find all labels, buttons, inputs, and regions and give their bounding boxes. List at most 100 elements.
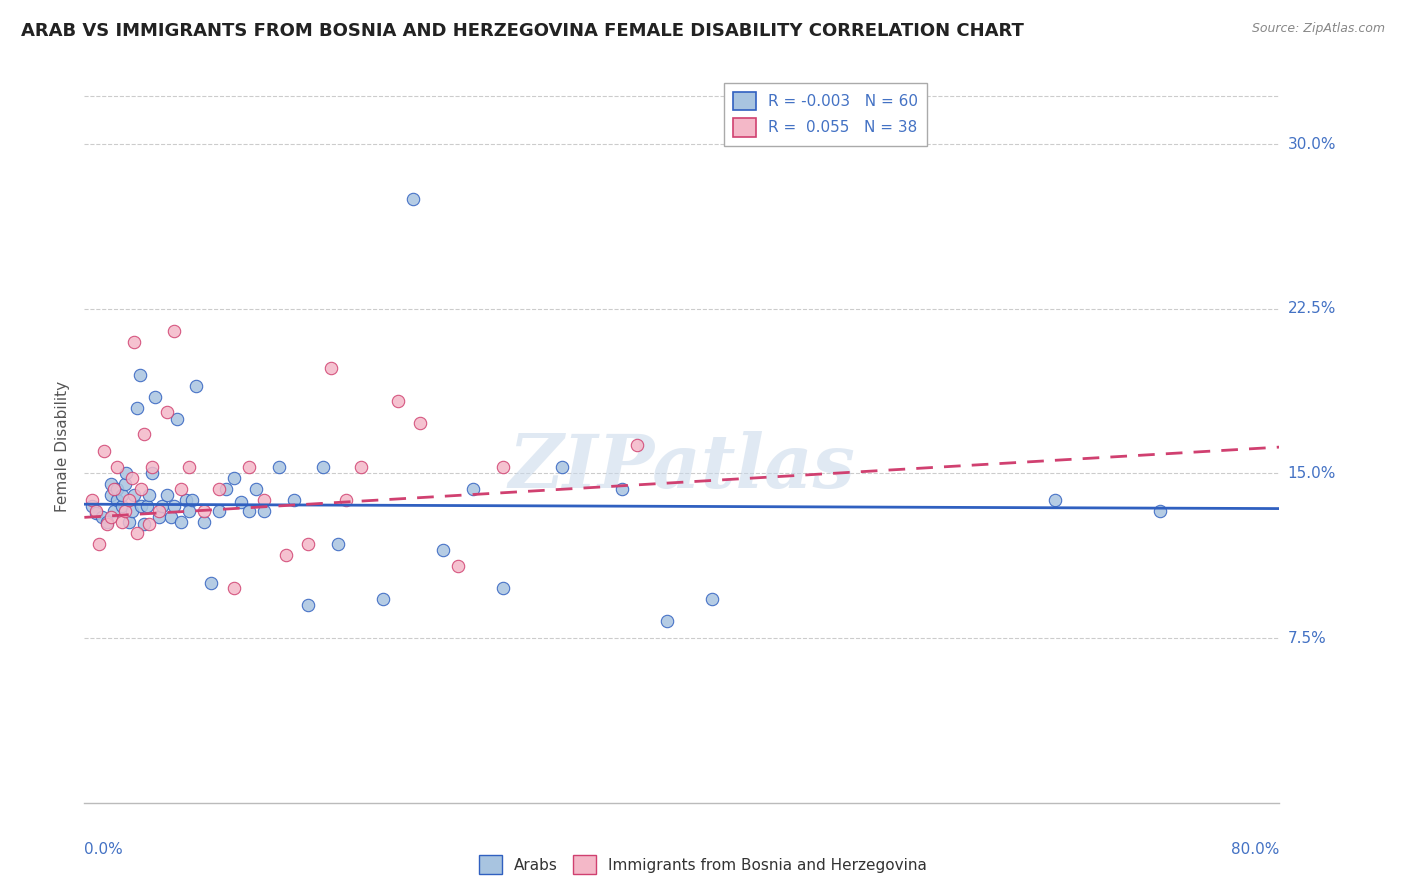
Point [350, 459, 373, 474]
Point [492, 581, 515, 595]
Point [89, 537, 111, 551]
Point [177, 459, 200, 474]
Point [143, 390, 166, 404]
Point [267, 459, 290, 474]
Point [114, 477, 136, 491]
Point [121, 471, 143, 485]
Point [160, 510, 183, 524]
Point [122, 488, 145, 502]
Point [274, 548, 297, 562]
Text: ZIPatlas: ZIPatlas [509, 431, 855, 504]
Point [222, 581, 245, 595]
Point [103, 504, 125, 518]
Point [215, 482, 238, 496]
Point [200, 576, 222, 591]
Point [132, 516, 156, 531]
Point [91, 510, 114, 524]
Point [80, 492, 103, 507]
Point [105, 492, 128, 507]
Point [612, 482, 634, 496]
Point [105, 482, 128, 496]
Point [122, 334, 145, 349]
Point [402, 192, 425, 206]
Point [136, 500, 159, 514]
Point [193, 504, 215, 518]
Text: Source: ZipAtlas.com: Source: ZipAtlas.com [1251, 22, 1385, 36]
Point [111, 515, 134, 529]
Point [245, 482, 267, 496]
Point [118, 492, 141, 507]
Point [174, 492, 197, 507]
Point [103, 482, 125, 496]
Point [238, 459, 260, 474]
Point [409, 416, 432, 430]
Point [283, 492, 305, 507]
Point [297, 537, 319, 551]
Point [155, 405, 177, 419]
Point [80, 500, 103, 514]
Point [96, 515, 118, 529]
Text: 7.5%: 7.5% [1288, 631, 1326, 646]
Point [132, 426, 156, 441]
Point [177, 504, 200, 518]
Point [253, 504, 276, 518]
Text: 22.5%: 22.5% [1288, 301, 1336, 317]
Point [335, 492, 357, 507]
Point [96, 516, 118, 531]
Point [170, 515, 193, 529]
Point [86, 504, 108, 518]
Point [129, 500, 152, 514]
Point [128, 368, 150, 382]
Point [181, 492, 204, 507]
Point [121, 504, 143, 518]
Text: 15.0%: 15.0% [1288, 466, 1336, 481]
Point [193, 515, 215, 529]
Point [222, 471, 245, 485]
Point [141, 467, 163, 481]
Point [148, 504, 170, 518]
Point [461, 482, 484, 496]
Text: ARAB VS IMMIGRANTS FROM BOSNIA AND HERZEGOVINA FEMALE DISABILITY CORRELATION CHA: ARAB VS IMMIGRANTS FROM BOSNIA AND HERZE… [21, 22, 1024, 40]
Point [125, 401, 148, 415]
Point [118, 515, 141, 529]
Point [432, 543, 454, 558]
Point [93, 444, 115, 458]
Point [312, 459, 335, 474]
Point [111, 488, 134, 502]
Point [141, 459, 163, 474]
Point [100, 488, 122, 502]
Point [111, 500, 134, 514]
Text: 0.0%: 0.0% [84, 842, 124, 857]
Text: 80.0%: 80.0% [1232, 842, 1279, 857]
Point [655, 614, 678, 628]
Point [166, 411, 188, 425]
Point [551, 459, 574, 474]
Point [1149, 504, 1171, 518]
Point [186, 378, 208, 392]
Point [163, 500, 186, 514]
Point [297, 598, 319, 612]
Point [100, 477, 122, 491]
Point [125, 525, 148, 540]
Point [138, 488, 160, 502]
Point [231, 495, 253, 509]
Point [626, 438, 648, 452]
Point [148, 510, 170, 524]
Y-axis label: Female Disability: Female Disability [55, 380, 70, 512]
Point [328, 537, 350, 551]
Point [373, 591, 395, 606]
Point [253, 492, 276, 507]
Text: 30.0%: 30.0% [1288, 136, 1336, 152]
Point [100, 510, 122, 524]
Point [163, 324, 186, 338]
Point [208, 482, 231, 496]
Point [155, 488, 177, 502]
Point [86, 506, 108, 520]
Point [319, 361, 342, 376]
Point [138, 516, 160, 531]
Point [208, 504, 231, 518]
Point [238, 504, 260, 518]
Point [1045, 492, 1067, 507]
Point [447, 558, 470, 573]
Point [700, 591, 723, 606]
